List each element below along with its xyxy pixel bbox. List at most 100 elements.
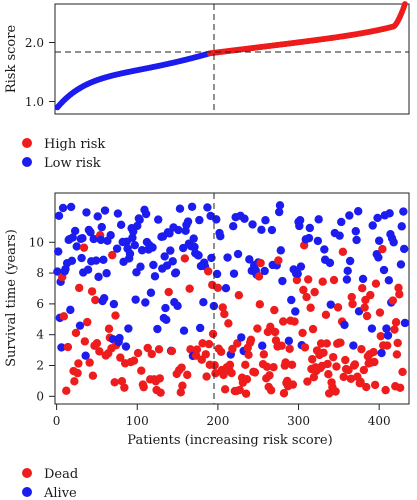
dead-patient-point xyxy=(360,303,369,312)
dead-patient-point xyxy=(219,370,228,380)
alive-patient-point xyxy=(168,257,177,266)
dead-patient-point xyxy=(177,363,186,372)
alive-patient-point xyxy=(150,272,160,281)
dead-patient-point xyxy=(366,290,375,300)
dead-patient-point xyxy=(266,386,276,395)
dead-patient-point xyxy=(393,338,402,348)
legend-label-low-risk: Low risk xyxy=(44,156,101,171)
dead-patient-point xyxy=(250,368,260,377)
alive-patient-point xyxy=(99,255,108,265)
alive-patient-point xyxy=(162,315,171,325)
dead-patient-point xyxy=(339,372,348,382)
alive-patient-point xyxy=(194,251,203,260)
alive-patient-point xyxy=(352,235,361,245)
alive-patient-point xyxy=(276,246,285,255)
dead-patient-point xyxy=(303,377,312,386)
dead-patient-point xyxy=(228,344,237,354)
dead-patient-point xyxy=(208,329,218,339)
dead-patient-point xyxy=(178,381,187,390)
alive-patient-point xyxy=(166,246,175,255)
dead-patient-point xyxy=(143,343,152,353)
alive-patient-point xyxy=(54,211,64,221)
dead-patient-point xyxy=(395,383,405,392)
dead-patient-point xyxy=(167,346,177,356)
alive-patient-point xyxy=(58,203,68,213)
dead-patient-point xyxy=(332,362,341,371)
dead-patient-point xyxy=(186,345,195,354)
dead-patient-point xyxy=(270,305,279,315)
alive-patient-point xyxy=(305,223,315,233)
dead-patient-point xyxy=(378,244,387,254)
alive-patient-point xyxy=(54,247,63,256)
dead-patient-point xyxy=(227,368,236,378)
alive-patient-point xyxy=(337,217,346,227)
dead-patient-point xyxy=(244,350,253,360)
dead-patient-point xyxy=(110,378,119,387)
dead-patient-point xyxy=(225,360,235,369)
dead-patient-point xyxy=(246,335,256,345)
dead-patient-point xyxy=(92,339,102,348)
alive-patient-point xyxy=(141,298,150,307)
alive-patient-point xyxy=(183,217,193,226)
risk-legend: High risk Low risk xyxy=(22,137,105,171)
survival-panel: 0 2 4 6 8 10 0 100 200 300 400 Survival time (yea… xyxy=(4,192,410,448)
dead-patient-point xyxy=(321,310,331,319)
dead-patient-point xyxy=(322,339,331,348)
dead-patient-point xyxy=(259,350,269,359)
dead-patient-point xyxy=(218,303,227,312)
high-risk-point xyxy=(402,1,408,7)
alive-patient-point xyxy=(165,229,174,238)
alive-patient-point xyxy=(83,265,93,274)
alive-patient-point xyxy=(345,211,354,220)
alive-patient-point xyxy=(149,260,158,270)
dead-patient-point xyxy=(185,284,194,293)
alive-patient-point xyxy=(128,233,137,242)
dead-patient-point xyxy=(370,380,380,390)
dead-patient-point xyxy=(394,283,403,293)
alive-patient-point xyxy=(284,336,294,346)
alive-patient-point xyxy=(287,295,296,305)
alive-patient-point xyxy=(70,226,80,236)
dead-patient-point xyxy=(176,388,185,397)
alive-patient-point xyxy=(96,235,106,245)
dead-patient-point xyxy=(318,277,327,286)
dead-patient-point xyxy=(371,279,381,288)
alive-patient-point xyxy=(175,204,185,213)
alive-patient-point xyxy=(377,348,386,358)
survival-points xyxy=(53,201,410,398)
dead-patient-point xyxy=(255,300,265,309)
dead-patient-point xyxy=(204,267,213,276)
dead-patient-point xyxy=(120,383,129,392)
alive-patient-point xyxy=(102,269,111,278)
alive-patient-point xyxy=(389,238,398,247)
dead-patient-point xyxy=(369,347,378,357)
dead-patient-point xyxy=(362,382,371,392)
dead-patient-point xyxy=(357,344,366,354)
alive-patient-point xyxy=(75,321,85,330)
dead-patient-point xyxy=(104,324,114,333)
risk-score-panel: 1.0 2.0 Risk score xyxy=(4,1,410,115)
alive-patient-point xyxy=(382,324,391,333)
risk-y-tick-label: 1.0 xyxy=(25,95,44,109)
dead-patient-point xyxy=(139,382,148,392)
dead-patient-point xyxy=(319,348,328,357)
alive-patient-point xyxy=(57,343,66,352)
dead-patient-point xyxy=(70,377,79,386)
dead-patient-point xyxy=(117,377,127,386)
dead-patient-point xyxy=(233,339,242,348)
risk-plot-frame xyxy=(54,3,410,115)
dead-patient-point xyxy=(192,345,202,354)
dead-patient-point xyxy=(274,256,283,265)
alive-patient-point xyxy=(131,295,140,304)
alive-patient-point xyxy=(304,233,314,243)
dead-patient-point xyxy=(180,254,190,263)
dead-patient-point xyxy=(341,355,350,365)
alive-patient-point xyxy=(195,215,204,225)
alive-patient-point xyxy=(325,258,335,268)
dead-patient-point xyxy=(298,328,307,338)
alive-patient-point xyxy=(113,209,123,218)
alive-patient-point xyxy=(399,244,409,254)
alive-patient-point xyxy=(293,269,302,278)
dead-patient-point xyxy=(74,283,84,293)
dead-patient-point xyxy=(71,328,81,338)
